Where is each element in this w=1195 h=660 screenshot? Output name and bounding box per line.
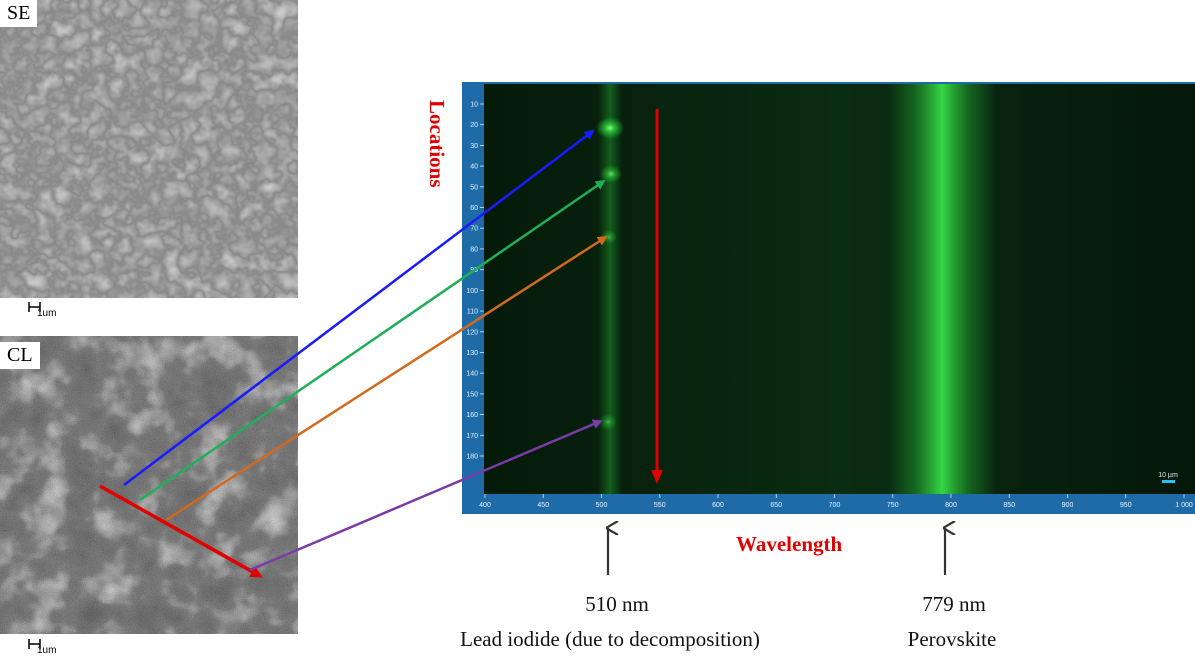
y-tick-label: 70 bbox=[470, 226, 478, 233]
se-scalebar: 1um bbox=[28, 299, 88, 323]
connector-orange bbox=[165, 235, 608, 522]
connector-green bbox=[139, 179, 606, 502]
se-scale-text: 1um bbox=[37, 308, 57, 319]
emission-spot-2 bbox=[600, 165, 622, 183]
peak-510-assignment: Lead iodide (due to decomposition) bbox=[460, 627, 760, 651]
x-axis-title: Wavelength bbox=[736, 532, 843, 556]
se-panel: SE bbox=[0, 0, 298, 298]
se-label: SE bbox=[0, 0, 38, 27]
y-tick-label: 60 bbox=[470, 205, 478, 212]
y-tick-label: 140 bbox=[466, 371, 478, 378]
x-tick-label: 500 bbox=[596, 502, 608, 509]
x-tick-label: 600 bbox=[712, 502, 724, 509]
y-tick-label: 20 bbox=[470, 122, 478, 129]
emission-spot-1 bbox=[596, 117, 624, 139]
x-tick-label: 450 bbox=[537, 502, 549, 509]
y-tick-label: 160 bbox=[466, 412, 478, 419]
cl-scalebar: 1um bbox=[28, 636, 88, 660]
y-tick-label: 120 bbox=[466, 329, 478, 336]
cl-scale-text: 1um bbox=[37, 645, 57, 656]
perovskite-emission-band bbox=[887, 84, 997, 494]
x-tick-label: 400 bbox=[479, 502, 491, 509]
y-tick-label: 40 bbox=[470, 164, 478, 171]
cl-micrograph bbox=[0, 336, 298, 634]
locations-arrow-head bbox=[651, 470, 663, 484]
y-tick-label: 150 bbox=[466, 391, 478, 398]
connector-blue bbox=[123, 129, 595, 486]
x-tick-label: 550 bbox=[654, 502, 666, 509]
x-tick-label: 800 bbox=[945, 502, 957, 509]
y-tick-label: 130 bbox=[466, 350, 478, 357]
y-tick-label: 80 bbox=[470, 246, 478, 253]
connector-purple bbox=[249, 419, 603, 572]
peak-510-wavelength: 510 nm bbox=[585, 592, 649, 616]
x-tick-label: 1 000 bbox=[1175, 502, 1193, 509]
cl-panel: CL bbox=[0, 336, 298, 634]
spectrum-scale-text: 10 µm bbox=[1158, 472, 1178, 479]
y-tick-label: 30 bbox=[470, 143, 478, 150]
y-axis-title: Locations bbox=[425, 100, 449, 188]
x-tick-label: 900 bbox=[1062, 502, 1074, 509]
cl-scan-line bbox=[99, 484, 263, 578]
x-tick-label: 650 bbox=[770, 502, 782, 509]
y-tick-label: 110 bbox=[467, 309, 478, 316]
y-tick-label: 170 bbox=[466, 433, 478, 440]
peak-779-wavelength: 779 nm bbox=[922, 592, 986, 616]
y-tick-label: 100 bbox=[466, 288, 478, 295]
peak-779-assignment: Perovskite bbox=[907, 627, 997, 651]
spectrum-scalebar bbox=[1162, 480, 1175, 483]
x-tick-label: 750 bbox=[887, 502, 899, 509]
y-tick-label: 50 bbox=[470, 184, 478, 191]
y-tick-label: 10 bbox=[470, 102, 478, 109]
x-tick-label: 700 bbox=[829, 502, 841, 509]
emission-spot-4 bbox=[599, 414, 617, 430]
y-tick-label: 180 bbox=[466, 454, 478, 461]
x-tick-label: 850 bbox=[1003, 502, 1015, 509]
cl-spectrum-image: 10 µm 400 450 500 550 600 650 700 750 800 850 900 9… bbox=[462, 82, 1195, 514]
se-micrograph bbox=[0, 0, 298, 298]
cl-label: CL bbox=[0, 342, 40, 369]
x-tick-label: 950 bbox=[1120, 502, 1132, 509]
